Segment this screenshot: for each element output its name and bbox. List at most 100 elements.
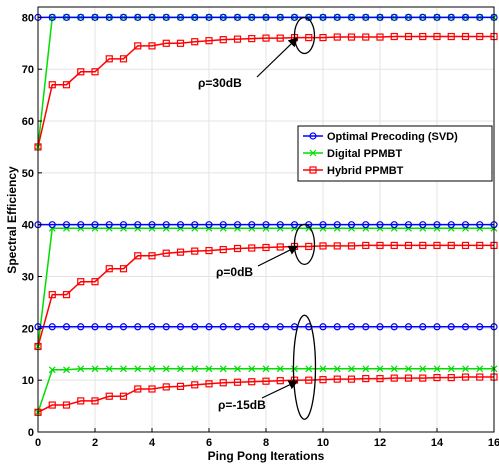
digital-ppmbt-series-point	[319, 365, 327, 373]
x-tick-label: 6	[206, 437, 212, 449]
legend: Optimal Precoding (SVD) Digital PPMBT Hybr…	[297, 125, 493, 182]
optimal-svd-series-point	[290, 13, 299, 21]
legend-marker	[309, 149, 317, 157]
hybrid-ppmbt-series-point	[476, 373, 484, 381]
optimal-svd-series-point	[404, 221, 413, 229]
annotation-label: ρ=0dB	[216, 265, 253, 279]
optimal-svd-series-point	[119, 323, 128, 331]
optimal-svd-series-point	[404, 323, 413, 331]
digital-ppmbt-series-point	[134, 365, 142, 373]
legend-entry: Optimal Precoding (SVD)	[327, 131, 458, 143]
hybrid-ppmbt-series-point	[248, 244, 256, 252]
optimal-svd-series-point	[191, 221, 199, 229]
y-tick-label: 20	[22, 323, 34, 335]
y-tick-label: 50	[22, 168, 34, 180]
x-axis-title: Ping Pong Iterations	[208, 449, 325, 463]
x-marker-stroke	[376, 365, 384, 373]
hybrid-ppmbt-series-point	[91, 397, 99, 405]
hybrid-ppmbt-series-point	[105, 265, 113, 273]
hybrid-ppmbt-series	[34, 241, 498, 351]
hybrid-ppmbt-series-point	[433, 241, 441, 250]
optimal-svd-series-point	[233, 323, 242, 331]
x-marker-stroke	[91, 365, 99, 373]
optimal-svd-series-point	[91, 221, 99, 229]
optimal-svd-series-point	[205, 221, 213, 229]
optimal-svd-series-point	[119, 13, 128, 21]
optimal-svd-series-point	[191, 13, 199, 21]
x-marker-stroke	[191, 365, 199, 373]
digital-ppmbt-series-point	[362, 365, 370, 373]
hybrid-ppmbt-series-line	[37, 376, 494, 413]
hybrid-ppmbt-series-point	[219, 36, 227, 44]
annotation-label: ρ=30dB	[198, 76, 242, 90]
x-marker-stroke	[234, 365, 241, 373]
x-marker-stroke	[248, 365, 256, 373]
hybrid-ppmbt-series-point	[276, 377, 284, 385]
hybrid-ppmbt-series-point	[447, 241, 455, 250]
hybrid-ppmbt-series-point	[262, 34, 270, 42]
optimal-svd-series-point	[419, 13, 427, 21]
optimal-svd-series-point	[219, 323, 227, 331]
hybrid-ppmbt-series-point	[205, 380, 213, 388]
hybrid-ppmbt-series-point	[362, 33, 370, 41]
optimal-svd-series	[34, 323, 498, 331]
digital-ppmbt-series-point	[419, 365, 427, 373]
hybrid-ppmbt-series-point	[191, 247, 199, 255]
optimal-svd-series-point	[148, 221, 156, 229]
digital-ppmbt-series-point	[390, 365, 398, 373]
optimal-svd-series-point	[319, 13, 327, 21]
hybrid-ppmbt-series-point	[119, 392, 128, 400]
legend-marker	[309, 166, 317, 174]
hybrid-ppmbt-series-point	[476, 32, 484, 41]
hybrid-ppmbt-series-point	[390, 374, 398, 382]
legend-box	[297, 125, 493, 182]
optimal-svd-series-point	[77, 13, 85, 21]
optimal-svd-series-point	[433, 13, 441, 21]
optimal-svd-series-point	[347, 323, 356, 331]
hybrid-ppmbt-series-point	[219, 379, 227, 387]
hybrid-ppmbt-series-point	[319, 242, 327, 250]
x-marker-stroke	[291, 365, 298, 373]
optimal-svd-series-point	[461, 13, 470, 21]
digital-ppmbt-series-point	[433, 365, 441, 373]
hybrid-ppmbt-series-point	[433, 32, 441, 41]
hybrid-ppmbt-series-point	[162, 39, 170, 47]
digital-ppmbt-series-point	[219, 365, 227, 373]
digital-ppmbt-series-point	[205, 365, 213, 373]
optimal-svd-series-point	[262, 13, 270, 21]
x-tick-label: 10	[317, 437, 329, 449]
optimal-svd-series-point	[447, 323, 455, 331]
digital-ppmbt-series-point	[276, 365, 284, 373]
hybrid-ppmbt-series-point	[319, 376, 327, 384]
optimal-svd-series-point	[362, 323, 370, 331]
hybrid-ppmbt-series-point	[276, 34, 284, 42]
optimal-svd-series	[34, 221, 498, 229]
x-marker-stroke	[77, 365, 85, 373]
hybrid-ppmbt-series-point	[333, 33, 341, 41]
x-marker-stroke	[319, 365, 327, 373]
hybrid-ppmbt-series-point	[376, 33, 384, 41]
optimal-svd-series-point	[290, 221, 299, 229]
optimal-svd-series-point	[404, 13, 413, 21]
digital-ppmbt-series-point	[447, 365, 455, 373]
optimal-svd-series-point	[219, 221, 227, 229]
optimal-svd-series-point	[390, 323, 398, 331]
hybrid-ppmbt-series-point	[134, 385, 142, 393]
optimal-svd-series-point	[461, 221, 470, 229]
optimal-svd-series-point	[248, 323, 256, 331]
optimal-svd-series-point	[62, 323, 71, 331]
digital-ppmbt-series-point	[376, 365, 384, 373]
hybrid-ppmbt-series-line	[37, 244, 494, 347]
x-marker-stroke	[419, 365, 427, 373]
annotation-label: ρ=-15dB	[218, 398, 266, 412]
optimal-svd-series-point	[205, 323, 213, 331]
digital-ppmbt-series-point	[162, 365, 170, 373]
hybrid-ppmbt-series-point	[233, 378, 242, 386]
hybrid-ppmbt-series-point	[347, 33, 356, 41]
hybrid-ppmbt-series-point	[305, 242, 313, 251]
x-marker-stroke	[276, 365, 284, 373]
annotation-arrow	[261, 380, 299, 399]
hybrid-ppmbt-series-point	[376, 241, 384, 250]
